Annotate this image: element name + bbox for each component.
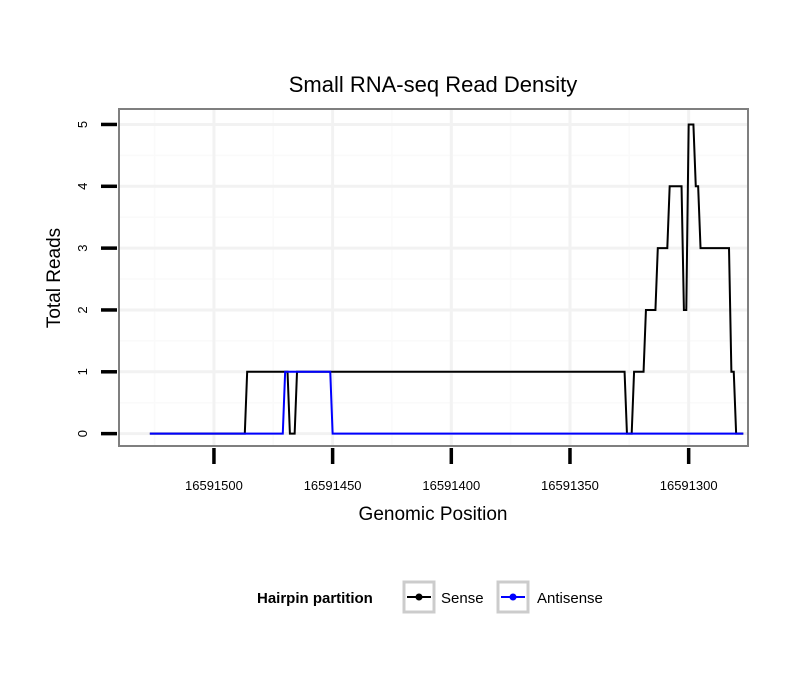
- y-tick-label-0: 0: [75, 430, 90, 437]
- series-line-sense: [149, 123, 744, 435]
- y-tick-label-3: 3: [75, 245, 90, 252]
- plot-panel-border: [118, 108, 749, 447]
- y-tick-label-1: 1: [75, 368, 90, 375]
- legend: Hairpin partition Sense Antisense: [257, 580, 603, 614]
- legend-item-sense[interactable]: Sense: [402, 580, 484, 614]
- legend-item-antisense[interactable]: Antisense: [496, 580, 603, 614]
- legend-point-sense: [415, 593, 423, 601]
- x-axis-title: Genomic Position: [359, 504, 508, 525]
- grid-minor: [119, 109, 748, 446]
- legend-label-antisense: Antisense: [537, 590, 603, 607]
- y-tick-label-4: 4: [75, 183, 90, 190]
- x-tick-label-1: 16591450: [304, 478, 362, 493]
- x-tick-label-3: 16591350: [541, 478, 599, 493]
- x-tick-label-0: 16591500: [185, 478, 243, 493]
- legend-title: Hairpin partition: [257, 590, 373, 607]
- y-tick-label-2: 2: [75, 306, 90, 313]
- plot-panel: [119, 109, 748, 446]
- x-tick-label-4: 16591300: [660, 478, 718, 493]
- legend-label-sense: Sense: [441, 590, 484, 607]
- x-axis-ticks: 16591500 16591450 16591400 16591350 16591300: [185, 448, 718, 493]
- chart-title: Small RNA-seq Read Density: [289, 72, 578, 97]
- y-tick-label-5: 5: [75, 121, 90, 128]
- x-tick-label-2: 16591400: [422, 478, 480, 493]
- series-layer: [149, 123, 744, 435]
- y-axis-ticks: 0 1 2 3 4 5: [75, 121, 117, 437]
- legend-point-antisense: [509, 593, 517, 601]
- y-axis-title: Total Reads: [44, 228, 65, 328]
- series-line-antisense: [149, 370, 744, 435]
